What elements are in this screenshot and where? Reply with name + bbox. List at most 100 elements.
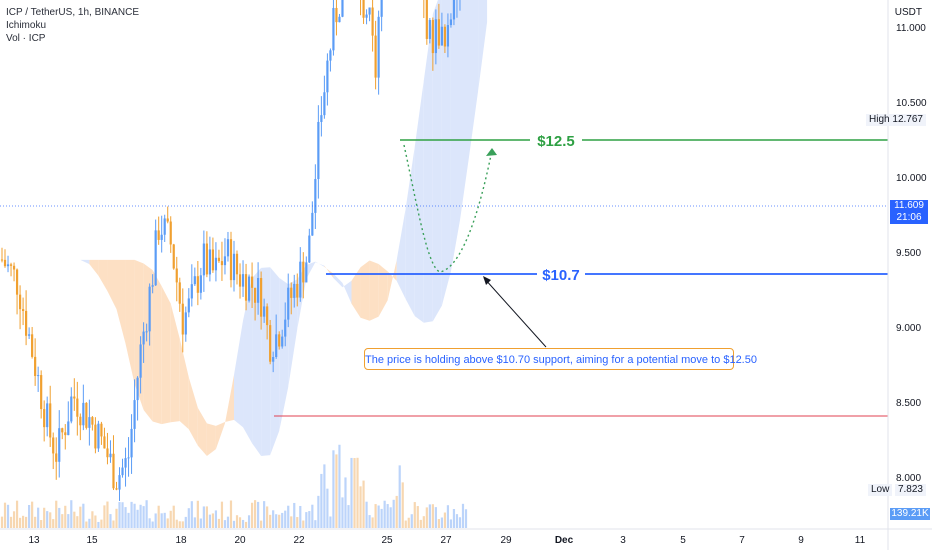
symbol-title[interactable]: ICP / TetherUS, 1h, BINANCE (6, 7, 140, 18)
cloud-segment (306, 261, 316, 279)
candle-body (244, 274, 248, 301)
analysis-callout[interactable]: The price is holding above $10.70 suppor… (364, 348, 757, 370)
candle-body (55, 453, 58, 462)
x-tick-label: Dec (555, 535, 574, 546)
high-value: 12.767 (889, 114, 926, 126)
volume-bar (61, 514, 64, 528)
volume-bar (91, 511, 94, 528)
volume-bar (437, 519, 440, 528)
cloud-segment (396, 207, 406, 300)
candle-body (25, 310, 28, 336)
candle-body (311, 212, 314, 236)
candle-body (148, 286, 151, 332)
candle-body (139, 344, 142, 378)
volume-bar (34, 516, 37, 528)
candle-body (443, 26, 447, 47)
volume-bar (422, 516, 425, 528)
candle-body (151, 285, 154, 287)
candle-body (91, 417, 94, 425)
candle-body (28, 334, 31, 336)
y-tick-label: 9.000 (896, 323, 921, 334)
y-tick-label: 10.000 (896, 173, 927, 184)
candle-body (52, 437, 55, 454)
volume-bar (3, 502, 7, 528)
cloud-segment (234, 320, 244, 428)
volume-badge: 139.21K (890, 508, 930, 520)
candle-body (43, 409, 46, 428)
cloud-segment (224, 374, 234, 424)
volume-bar (311, 504, 314, 528)
volume-bar (82, 503, 85, 528)
volume-bar (371, 517, 374, 528)
volume-bar (106, 501, 109, 528)
cloud-segment (107, 259, 117, 310)
candle-body (172, 244, 175, 269)
cloud-segment (125, 259, 135, 384)
candle-body (272, 357, 275, 362)
cloud-segment (270, 267, 280, 456)
x-tick-label: 18 (175, 535, 187, 546)
volume-bar (257, 501, 260, 528)
x-tick-label: 11 (855, 535, 866, 546)
candle-body (15, 269, 19, 295)
volume-bar (112, 520, 115, 528)
volume-bar (133, 503, 136, 528)
volume-bar (320, 473, 323, 528)
volume-bar (244, 521, 248, 528)
candle-body (302, 261, 305, 283)
candle-body (6, 264, 10, 267)
cloud-segment (89, 259, 99, 276)
volume-bar (103, 505, 106, 528)
volume-bar (130, 501, 133, 528)
candle-body (31, 334, 34, 357)
volume-bar (392, 499, 395, 528)
volume-bar (383, 500, 386, 528)
candle-body (232, 253, 236, 281)
candle-body (130, 428, 133, 458)
candle-body (332, 7, 335, 51)
cloud-segment (188, 377, 198, 446)
candle-body (287, 287, 290, 320)
low-value: 7.823 (894, 484, 926, 496)
candle-body (100, 423, 103, 437)
volume-bar (302, 520, 305, 528)
candle-body (97, 423, 100, 449)
volume-bar (434, 507, 437, 528)
candle-body (211, 249, 215, 271)
volume-bar (296, 517, 299, 528)
volume-bar (154, 513, 157, 528)
candle-body (250, 276, 254, 288)
candle-body (308, 235, 311, 263)
volume-bar (232, 520, 236, 528)
volume-bar (368, 515, 371, 528)
volume-bar (70, 500, 73, 528)
support-label: $10.7 (542, 267, 580, 284)
volume-bar (238, 517, 242, 528)
currency-label[interactable]: USDT (894, 7, 922, 18)
candle-body (263, 306, 266, 317)
volume-bar (386, 504, 389, 528)
cloud-segment (423, 13, 433, 323)
candle-body (124, 458, 127, 468)
indicator-volume[interactable]: Vol · ICP (6, 33, 46, 44)
candle-body (85, 402, 88, 428)
candle-body (37, 375, 40, 377)
x-tick-label: 15 (86, 535, 98, 546)
candle-body (3, 259, 7, 267)
volume-bar (220, 501, 224, 528)
volume-bar (440, 517, 443, 528)
volume-bar (410, 514, 413, 528)
indicator-ichimoku[interactable]: Ichimoku (6, 20, 47, 31)
candle-body (260, 278, 263, 317)
volume-bar (407, 517, 410, 528)
candle-body (229, 239, 233, 281)
cloud-segment (261, 267, 271, 456)
volume-bar (46, 511, 49, 528)
candle-body (190, 284, 193, 299)
cloud-segment (369, 260, 379, 321)
cloud-segment (179, 338, 189, 430)
volume-bar (377, 505, 380, 528)
volume-bar (151, 521, 154, 528)
volume-bar (335, 454, 338, 528)
